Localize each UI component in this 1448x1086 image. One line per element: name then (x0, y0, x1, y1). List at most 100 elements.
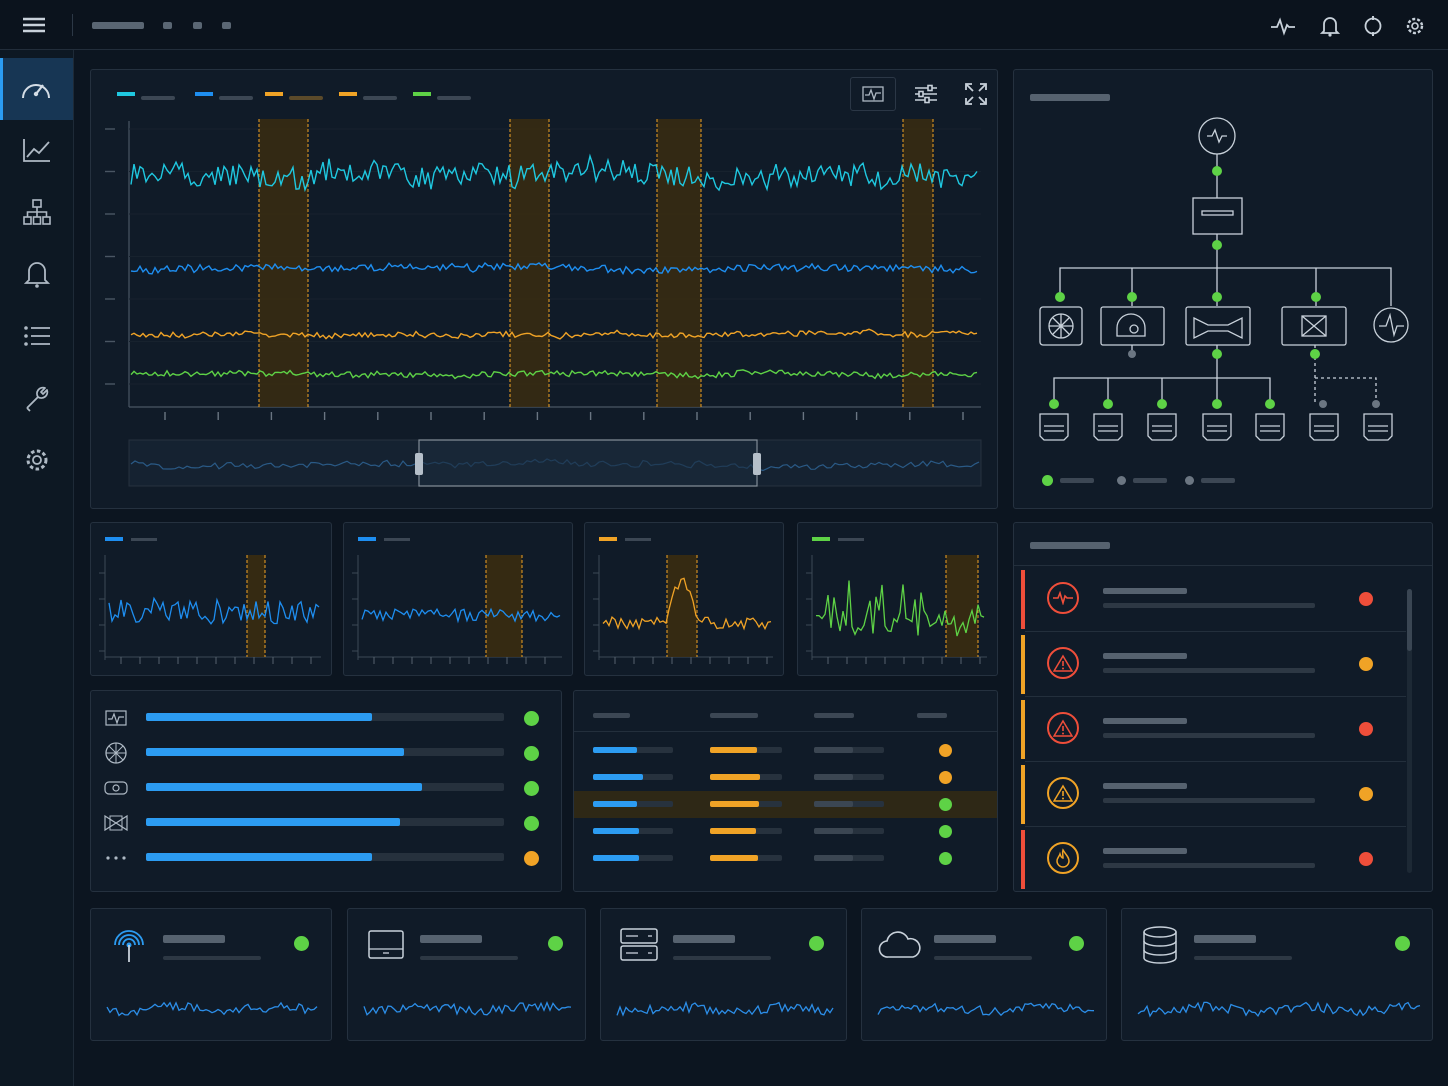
sync-icon[interactable] (1359, 12, 1387, 40)
service-card[interactable] (861, 908, 1107, 1041)
progress-row[interactable] (91, 848, 561, 868)
bell-icon[interactable] (1316, 12, 1344, 40)
navigator-handle-left (415, 453, 423, 475)
cell-bar-fill (710, 855, 758, 861)
legend-swatch-orange-2 (339, 92, 357, 96)
divider (1025, 631, 1406, 632)
alert-item[interactable] (1014, 632, 1406, 697)
trend-chart-icon[interactable] (20, 134, 54, 166)
table-body (574, 733, 997, 891)
status-dot (809, 936, 824, 951)
nav-item-placeholder[interactable] (193, 22, 202, 29)
mini-line-chart[interactable] (344, 523, 572, 675)
settings-icon[interactable] (1401, 12, 1429, 40)
sidebar (0, 50, 74, 1086)
service-card[interactable] (600, 908, 847, 1041)
service-name-placeholder (934, 935, 996, 943)
anomaly-region (667, 555, 697, 657)
panel-title-placeholder (1030, 542, 1110, 549)
progress-row[interactable] (91, 742, 561, 764)
table-row[interactable] (574, 737, 997, 764)
leaf-device-icon (1147, 413, 1177, 441)
service-card[interactable] (90, 908, 332, 1041)
column-header (814, 713, 854, 718)
mini-line-chart[interactable] (585, 523, 783, 675)
progress-fill (146, 853, 372, 861)
service-cards (0, 908, 1448, 1042)
sliders-icon[interactable] (911, 80, 941, 108)
anomaly-region (946, 555, 978, 657)
cell-bar-fill (814, 855, 853, 861)
mini-chart-panel (797, 522, 998, 676)
navigator-handle-right (753, 453, 761, 475)
anomaly-region (657, 119, 701, 407)
status-dot (524, 711, 539, 726)
legend-label (838, 538, 864, 541)
sparkline-line (877, 1002, 1095, 1017)
cell-bar-fill (593, 801, 637, 807)
alerts-panel (1013, 522, 1433, 892)
bell-icon[interactable] (20, 258, 54, 290)
series-line (130, 153, 978, 193)
hierarchy-icon[interactable] (20, 196, 54, 228)
table-row[interactable] (574, 818, 997, 845)
service-card[interactable] (347, 908, 586, 1041)
service-name-placeholder (1194, 935, 1256, 943)
service-name-placeholder (420, 935, 482, 943)
progress-row[interactable] (91, 708, 561, 728)
table-row[interactable] (574, 791, 997, 818)
nav-item-placeholder[interactable] (222, 22, 231, 29)
server-icon (617, 925, 661, 965)
expand-icon[interactable] (961, 80, 991, 108)
wrench-icon[interactable] (20, 382, 54, 414)
series-line (108, 596, 320, 625)
sparkline-line (106, 1001, 318, 1017)
status-dot (1359, 852, 1373, 866)
progress-fill (146, 748, 404, 756)
anomaly-region (486, 555, 522, 657)
cell-bar (710, 747, 782, 753)
alert-item[interactable] (1014, 762, 1406, 827)
waveform-view-button[interactable] (850, 77, 896, 111)
scrollbar[interactable] (1407, 589, 1412, 873)
menu-icon[interactable] (20, 14, 48, 36)
status-dot (1359, 657, 1373, 671)
alert-item[interactable] (1014, 567, 1406, 632)
service-card[interactable] (1121, 908, 1433, 1041)
progress-row[interactable] (91, 813, 561, 833)
alert-item[interactable] (1014, 697, 1406, 762)
database-icon (1138, 925, 1182, 965)
mini-line-chart[interactable] (91, 523, 331, 675)
legend-label (219, 96, 253, 100)
cell-bar (710, 828, 782, 834)
cell-bar-fill (710, 828, 757, 834)
scrollbar-thumb[interactable] (1407, 589, 1412, 651)
waveform-icon (103, 708, 129, 728)
status-dot (294, 936, 309, 951)
main-line-chart[interactable] (91, 116, 997, 491)
cell-bar (593, 855, 673, 861)
gear-icon[interactable] (20, 444, 54, 476)
status-dot (1359, 722, 1373, 736)
gauge-icon (18, 72, 54, 106)
cell-bar (814, 801, 884, 807)
progress-row[interactable] (91, 778, 561, 798)
table-row[interactable] (574, 764, 997, 791)
legend-dot-offline (1185, 476, 1194, 485)
list-icon[interactable] (20, 320, 54, 352)
alert-list (1014, 567, 1432, 891)
table-row[interactable] (574, 845, 997, 872)
cell-bar (593, 828, 673, 834)
cell-bar-fill (710, 774, 761, 780)
alert-item[interactable] (1014, 827, 1406, 892)
sidebar-item-dashboard[interactable] (0, 58, 73, 120)
legend-label (625, 538, 651, 541)
mini-line-chart[interactable] (798, 523, 997, 675)
pulse-icon[interactable] (1268, 12, 1298, 40)
service-detail-placeholder (1194, 956, 1292, 960)
progress-list (91, 691, 561, 891)
cloud-icon (878, 925, 922, 965)
sparkline-line (616, 1000, 834, 1017)
nav-item-placeholder[interactable] (163, 22, 172, 29)
series-line (130, 261, 978, 276)
